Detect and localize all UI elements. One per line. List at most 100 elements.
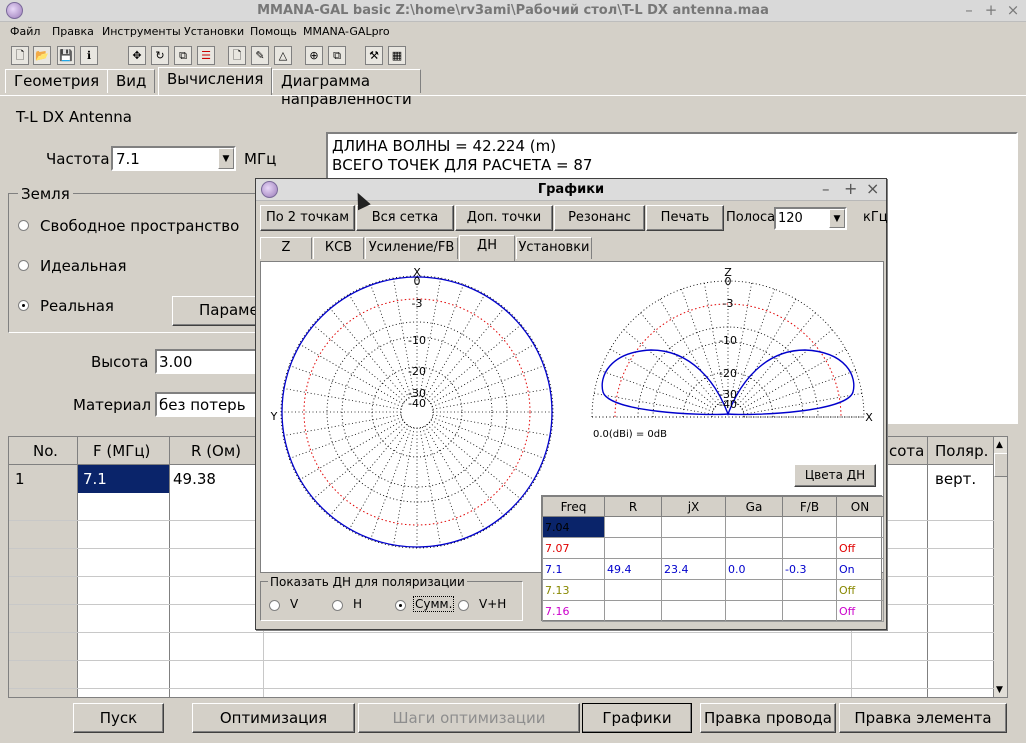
pages-icon[interactable]: ⧉ xyxy=(328,46,346,65)
graph-tab-pattern[interactable]: ДН xyxy=(459,235,515,261)
freq-cell-r[interactable]: 49.4 xyxy=(604,558,662,580)
ground-real-radio[interactable] xyxy=(18,300,29,311)
graph-tab-settings[interactable]: Установки xyxy=(516,237,592,259)
freq-cell-freq[interactable]: 7.1 xyxy=(542,558,605,580)
dialog-app-icon[interactable] xyxy=(261,181,278,198)
freq-cell-on[interactable]: On xyxy=(836,558,884,580)
freq-cell-fb[interactable] xyxy=(782,537,837,559)
dialog-minimize-icon[interactable]: – xyxy=(822,180,830,198)
run-button[interactable]: Пуск xyxy=(73,703,164,733)
band-combobox[interactable]: 120 ▼ xyxy=(774,207,847,230)
tab-pattern[interactable]: Диаграмма направленности xyxy=(272,69,421,108)
close-icon[interactable]: × xyxy=(1006,1,1020,19)
freq-cell-ga[interactable] xyxy=(725,600,783,622)
freq-table-row[interactable]: 7.13 Off xyxy=(542,579,884,601)
tools-icon[interactable]: ⚒ xyxy=(365,46,383,65)
polar-v-radio[interactable] xyxy=(269,600,280,611)
freq-cell-on[interactable]: Off xyxy=(836,600,884,622)
minimize-icon[interactable]: – xyxy=(965,1,973,19)
polar-h-radio[interactable] xyxy=(332,600,343,611)
freq-cell-on[interactable]: Off xyxy=(836,579,884,601)
height-input[interactable]: 3.00 xyxy=(155,349,260,374)
freq-cell-freq[interactable]: 7.13 xyxy=(542,579,605,601)
freq-cell-fb[interactable]: -0.3 xyxy=(782,558,837,580)
freq-cell-freq[interactable]: 7.07 xyxy=(542,537,605,559)
ground-ideal-label[interactable]: Идеальная xyxy=(40,257,127,275)
freq-cell-r[interactable] xyxy=(604,579,662,601)
scroll-up-icon[interactable]: ▲ xyxy=(996,440,1003,450)
pattern-colors-button[interactable]: Цвета ДН xyxy=(794,464,876,487)
graph-tab-gain[interactable]: Усиление/FB xyxy=(365,237,458,259)
freq-cell-fb[interactable] xyxy=(782,600,837,622)
row-f-cell[interactable] xyxy=(78,465,169,493)
ground-params-button[interactable]: Параме xyxy=(172,296,262,326)
material-select[interactable]: без потерь xyxy=(155,392,260,417)
band-chevron-down-icon[interactable]: ▼ xyxy=(829,209,845,228)
optimize-button[interactable]: Оптимизация xyxy=(192,703,355,733)
extra-points-button[interactable]: Доп. точки xyxy=(455,205,553,231)
menu-edit[interactable]: Правка xyxy=(52,25,94,38)
freq-cell-ga[interactable] xyxy=(725,516,783,538)
freq-cell-jx[interactable] xyxy=(661,579,726,601)
freq-cell-freq[interactable]: 7.16 xyxy=(542,600,605,622)
vertical-scrollbar[interactable]: ▲ ▼ xyxy=(994,437,1007,697)
pen-icon[interactable]: ✎ xyxy=(251,46,269,65)
freq-cell-jx[interactable] xyxy=(661,516,726,538)
resonance-button[interactable]: Резонанс xyxy=(554,205,645,231)
maximize-icon[interactable]: + xyxy=(984,1,998,19)
freq-cell-fb[interactable] xyxy=(782,579,837,601)
edit-element-button[interactable]: Правка элемента xyxy=(839,703,1007,733)
menu-tools[interactable]: Инструменты xyxy=(102,25,181,38)
save-icon[interactable]: 💾 xyxy=(57,46,75,65)
menu-pro[interactable]: MMANA-GALpro xyxy=(303,25,390,38)
frequency-combobox[interactable]: 7.1 ▼ xyxy=(111,146,236,171)
menu-settings[interactable]: Установки xyxy=(184,25,245,38)
menu-file[interactable]: Файл xyxy=(10,25,41,38)
freq-cell-r[interactable] xyxy=(604,600,662,622)
freq-cell-ga[interactable]: 0.0 xyxy=(725,558,783,580)
freq-table-row[interactable]: 7.07 Off xyxy=(542,537,884,559)
dialog-close-icon[interactable]: × xyxy=(866,179,880,198)
optimize-steps-button[interactable]: Шаги оптимизации xyxy=(358,703,580,733)
freq-cell-jx[interactable] xyxy=(661,600,726,622)
freq-cell-jx[interactable] xyxy=(661,537,726,559)
freq-cell-r[interactable] xyxy=(604,516,662,538)
polar-vh-label[interactable]: V+H xyxy=(479,597,507,611)
freq-table-row[interactable]: 7.04 Off xyxy=(542,516,884,538)
tab-geometry[interactable]: Геометрия xyxy=(5,69,109,93)
calculator-icon[interactable]: ▦ xyxy=(388,46,406,65)
move-icon[interactable]: ✥ xyxy=(128,46,146,65)
freq-table-row[interactable]: 7.16 Off xyxy=(542,600,884,622)
rotate-icon[interactable]: ↻ xyxy=(151,46,169,65)
polar-h-label[interactable]: H xyxy=(353,597,363,611)
polar-v-label[interactable]: V xyxy=(290,597,299,611)
polar-sum-label[interactable]: Сумм. xyxy=(413,596,455,612)
graphs-button[interactable]: Графики xyxy=(582,703,692,733)
ladder-icon[interactable]: ☰ xyxy=(197,46,215,65)
freq-cell-ga[interactable] xyxy=(725,537,783,559)
edit-wire-button[interactable]: Правка провода xyxy=(700,703,836,733)
ground-real-label[interactable]: Реальная xyxy=(40,297,114,315)
open-file-icon[interactable]: 📂 xyxy=(33,46,51,65)
ground-free-label[interactable]: Свободное пространство xyxy=(40,217,240,235)
freq-cell-fb[interactable] xyxy=(782,516,837,538)
copy-icon[interactable]: ⧉ xyxy=(174,46,192,65)
chevron-down-icon[interactable]: ▼ xyxy=(218,148,234,169)
polar-sum-radio[interactable] xyxy=(395,600,406,611)
freq-cell-jx[interactable]: 23.4 xyxy=(661,558,726,580)
freq-cell-r[interactable] xyxy=(604,537,662,559)
app-icon[interactable] xyxy=(6,2,23,19)
ground-free-radio[interactable] xyxy=(18,220,29,231)
info-icon[interactable]: ℹ xyxy=(80,46,98,65)
freq-cell-freq[interactable]: 7.04 xyxy=(542,516,605,538)
graph-tab-z[interactable]: Z xyxy=(260,237,312,259)
ground-ideal-radio[interactable] xyxy=(18,260,29,271)
page-icon[interactable]: 🗋 xyxy=(228,46,246,65)
graph-tab-swr[interactable]: КСВ xyxy=(313,237,364,259)
whole-grid-button[interactable]: Вся сетка xyxy=(356,205,454,231)
tab-view[interactable]: Вид xyxy=(107,69,156,93)
freq-cell-ga[interactable] xyxy=(725,579,783,601)
new-file-icon[interactable]: 🗋 xyxy=(11,46,29,65)
dialog-maximize-icon[interactable]: + xyxy=(844,179,858,198)
scroll-thumb[interactable] xyxy=(994,453,1007,477)
